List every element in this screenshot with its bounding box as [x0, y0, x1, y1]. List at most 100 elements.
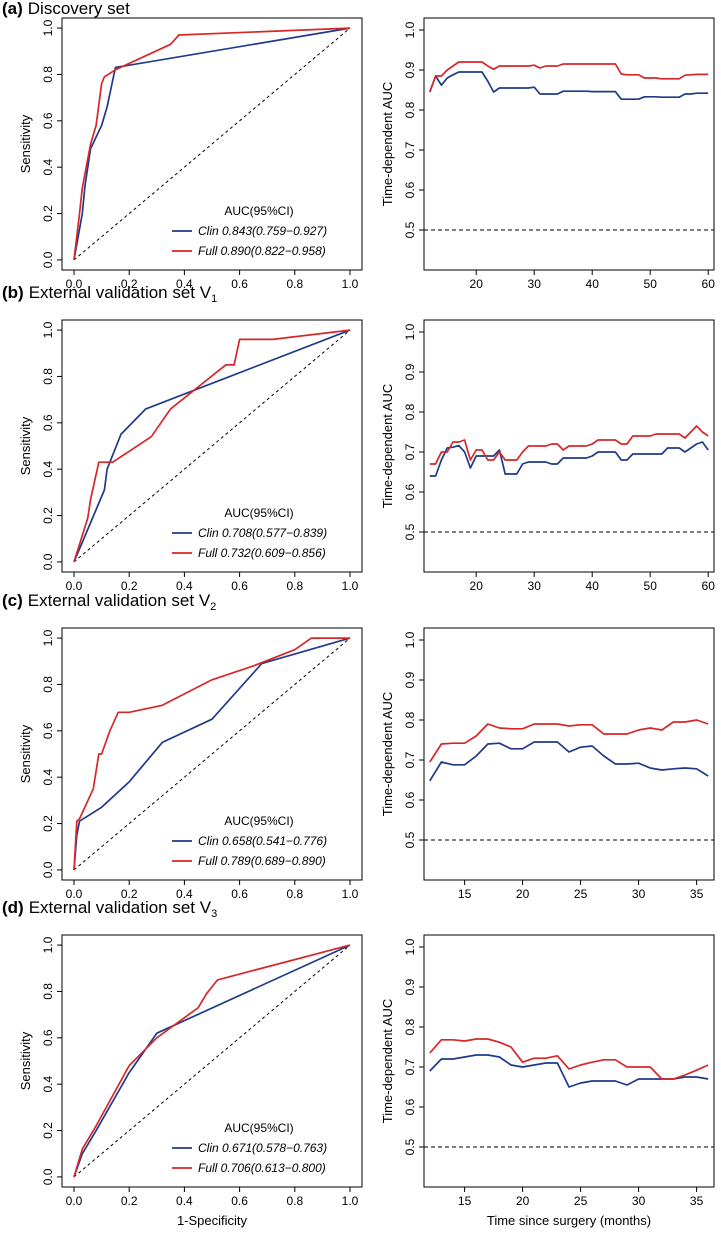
y-tick-label: 0.8: [41, 676, 55, 693]
x-tick-label: 0.4: [176, 887, 193, 901]
legend-entry-clin: Clin 0.843(0.759−0.927): [198, 224, 327, 238]
y-tick-label: 0.7: [403, 443, 417, 460]
y-tick-label: 0.6: [41, 1029, 55, 1046]
x-tick-label: 20: [516, 887, 530, 901]
y-tick-label: 0.4: [41, 1076, 55, 1093]
series-line-clin: [73, 329, 351, 563]
y-tick-label: 0.5: [403, 1138, 417, 1155]
series-line-full: [429, 425, 709, 465]
y-tick-label: 0.4: [41, 769, 55, 786]
panel-title-1: (a) Discovery set: [2, 0, 130, 18]
x-tick-label: 0.0: [66, 887, 83, 901]
x-tick-label: 20: [470, 579, 484, 593]
x-tick-label: 0.4: [176, 579, 193, 593]
x-axis: 15 20 25 30 35: [458, 1187, 704, 1208]
legend-entry-clin: Clin 0.671(0.578−0.763): [198, 1141, 327, 1155]
legend: AUC(95%CI) Clin 0.658(0.541−0.776) Full 0.…: [172, 814, 327, 868]
y-tick-label: 1.0: [41, 629, 55, 646]
y-axis: 0.0 0.2 0.4 0.6 0.8 1.0: [41, 936, 62, 1185]
x-tick-label: 0.6: [231, 887, 248, 901]
series-line-full: [73, 329, 351, 563]
x-axis: 20 30 40 50 60: [470, 572, 715, 593]
x-tick-label: 0.6: [231, 579, 248, 593]
y-tick-label: 0.4: [41, 461, 55, 478]
plot-frame: [423, 627, 715, 881]
x-tick-label: 40: [586, 277, 600, 291]
x-axis-label: Time since surgery (months): [487, 1213, 651, 1228]
panel-title-text: External validation set V: [28, 591, 211, 610]
x-tick-label: 0.2: [121, 277, 138, 291]
series-line-full: [73, 944, 351, 1178]
y-tick-label: 1.0: [41, 19, 55, 36]
y-tick-label: 0.0: [41, 1168, 55, 1185]
x-axis: 0.0 0.2 0.4 0.6 0.8 1.0: [66, 880, 359, 901]
x-axis: 0.0 0.2 0.4 0.6 0.8 1.0: [66, 572, 359, 593]
x-tick-label: 15: [458, 887, 472, 901]
panel-title-text: External validation set V: [29, 898, 212, 917]
x-tick-label: 0.8: [286, 887, 303, 901]
y-tick-label: 0.7: [403, 751, 417, 768]
y-tick-label: 0.0: [41, 861, 55, 878]
y-tick-label: 0.6: [41, 722, 55, 739]
y-axis: 0.5 0.6 0.7 0.8 0.9 1.0: [403, 938, 424, 1155]
y-tick-label: 0.5: [403, 831, 417, 848]
y-tick-label: 0.0: [41, 251, 55, 268]
panel-letter: (c): [2, 591, 23, 610]
x-tick-label: 0.6: [231, 277, 248, 291]
x-axis-label: 1-Specificity: [177, 1213, 248, 1228]
y-tick-label: 0.4: [41, 159, 55, 176]
x-tick-label: 1.0: [342, 579, 359, 593]
x-tick-label: 30: [632, 887, 646, 901]
y-tick-label: 0.6: [403, 483, 417, 500]
plot-frame: [61, 319, 363, 573]
x-tick-label: 50: [644, 277, 658, 291]
plot-frame: [423, 934, 715, 1188]
y-tick-label: 0.8: [41, 983, 55, 1000]
y-axis-label: Time-dependent AUC: [380, 82, 395, 207]
y-axis: 0.5 0.6 0.7 0.8 0.9 1.0: [403, 21, 424, 238]
legend-entry-full: Full 0.890(0.822−0.958): [198, 244, 326, 258]
series-line-clin: [73, 27, 351, 261]
x-tick-label: 15: [458, 1194, 472, 1208]
y-tick-label: 0.9: [403, 363, 417, 380]
chart-c-td: 15 20 25 30 35 0.5 0.6 0.7 0.8 0.9 1.0 Time-depende…: [380, 627, 715, 901]
x-tick-label: 0.0: [66, 277, 83, 291]
panel-letter: (a): [2, 0, 23, 18]
series-line-full: [73, 27, 351, 261]
y-tick-label: 0.6: [41, 112, 55, 129]
chance-diagonal: [73, 637, 351, 871]
x-tick-label: 20: [470, 277, 484, 291]
panel-title-text: Discovery set: [28, 0, 130, 18]
panel-titles: (a) Discovery set (b) External validation s…: [2, 0, 217, 920]
chart-c-roc: 0.0 0.2 0.4 0.6 0.8 1.0 0.0 0.2 0.4 0.6 0.8 1.0 Sens…: [18, 627, 363, 901]
x-tick-label: 25: [574, 1194, 588, 1208]
y-tick-label: 0.2: [41, 815, 55, 832]
plot-frame: [61, 17, 363, 271]
x-tick-label: 0.8: [286, 579, 303, 593]
x-axis: 20 30 40 50 60: [470, 270, 715, 291]
series-line-full: [73, 637, 350, 870]
series-line-full: [429, 1038, 709, 1080]
y-axis-label: Sensitivity: [18, 114, 33, 173]
x-axis: 15 20 25 30 35: [458, 880, 704, 901]
legend-entry-full: Full 0.706(0.613−0.800): [198, 1161, 326, 1175]
x-tick-label: 1.0: [342, 887, 359, 901]
chart-b-roc: 0.0 0.2 0.4 0.6 0.8 1.0 0.0 0.2 0.4 0.6 0.8 1.0 Sens…: [18, 319, 363, 593]
x-tick-label: 0.2: [121, 579, 138, 593]
series-line-clin: [429, 1054, 709, 1088]
plot-frame: [423, 17, 715, 271]
y-tick-label: 0.8: [403, 1018, 417, 1035]
y-tick-label: 1.0: [403, 21, 417, 38]
plot-frame: [61, 627, 363, 881]
x-tick-label: 0.4: [176, 1194, 193, 1208]
y-tick-label: 0.6: [403, 1098, 417, 1115]
panel-title-subscript: 2: [210, 601, 216, 613]
x-tick-label: 40: [586, 579, 600, 593]
legend: AUC(95%CI) Clin 0.708(0.577−0.839) Full 0.…: [172, 506, 327, 560]
series-line-clin: [429, 71, 709, 101]
x-tick-label: 1.0: [342, 1194, 359, 1208]
y-tick-label: 1.0: [403, 938, 417, 955]
y-tick-label: 0.5: [403, 221, 417, 238]
y-tick-label: 1.0: [403, 323, 417, 340]
x-tick-label: 35: [690, 887, 704, 901]
